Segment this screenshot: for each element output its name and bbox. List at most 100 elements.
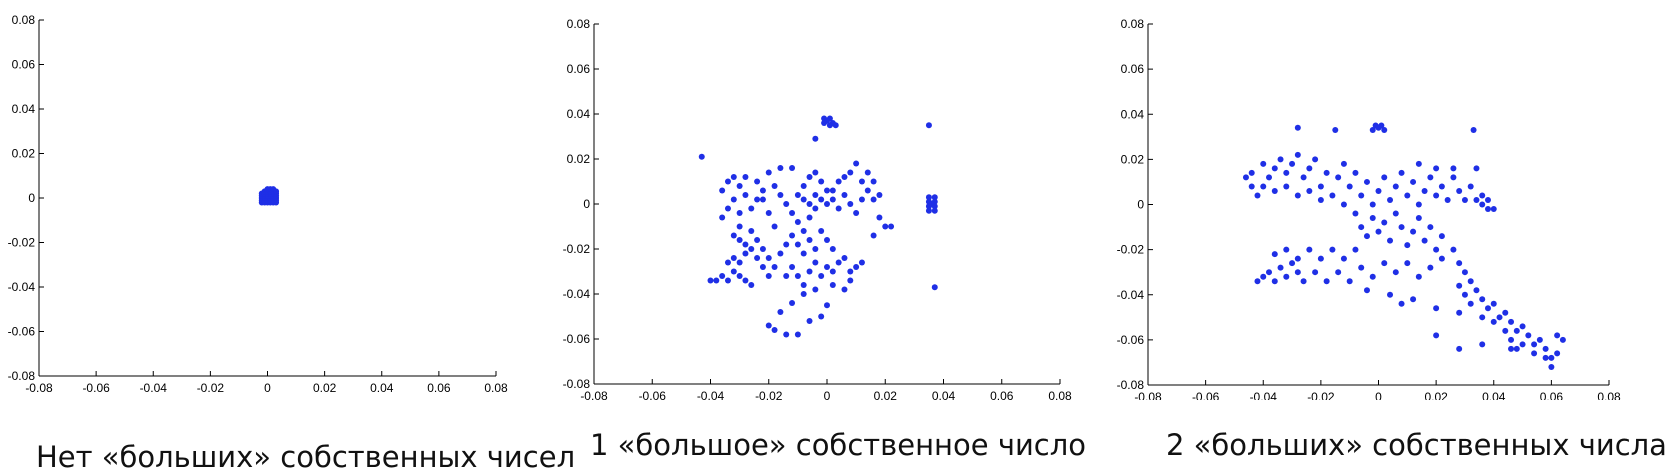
data-point: [812, 259, 819, 266]
data-point: [1312, 156, 1319, 163]
data-point: [1271, 187, 1278, 194]
data-point: [1254, 278, 1261, 285]
data-point: [1332, 127, 1339, 134]
data-point: [1283, 169, 1290, 176]
data-point: [777, 309, 784, 315]
data-point: [1271, 278, 1278, 285]
data-point: [1317, 255, 1324, 262]
scatter-points: [258, 186, 280, 206]
data-point: [829, 187, 836, 194]
x-tick-label: -0.08: [25, 381, 53, 395]
data-point: [1433, 332, 1440, 339]
data-point: [1363, 287, 1370, 294]
data-point: [829, 196, 836, 203]
data-point: [864, 169, 871, 176]
data-point: [1375, 124, 1382, 131]
data-point: [783, 201, 790, 207]
data-point: [1398, 300, 1405, 307]
data-point: [800, 282, 807, 288]
data-point: [1542, 354, 1549, 361]
data-point: [1450, 165, 1457, 172]
y-tick-label: -0.06: [1117, 333, 1145, 347]
data-point: [1392, 183, 1399, 190]
data-point: [1358, 224, 1365, 231]
data-point: [1369, 215, 1376, 222]
data-point: [858, 259, 865, 266]
data-point: [1248, 183, 1255, 190]
x-tick-label: 0.06: [1540, 390, 1564, 400]
data-point: [1531, 341, 1538, 348]
data-point: [783, 273, 790, 279]
data-point: [1525, 332, 1532, 339]
y-tick-label: -0.02: [1117, 243, 1145, 257]
data-point: [789, 165, 796, 171]
data-point: [847, 169, 854, 176]
data-point: [789, 264, 796, 270]
data-point: [1427, 264, 1434, 271]
data-point: [818, 178, 825, 185]
data-point: [1381, 260, 1388, 267]
data-point: [736, 223, 743, 230]
data-point: [1531, 350, 1538, 357]
data-point: [1456, 282, 1463, 289]
data-point: [1306, 187, 1313, 194]
data-point: [1470, 127, 1477, 134]
y-tick-label: 0.04: [1121, 107, 1145, 121]
data-point: [771, 223, 778, 230]
data-point: [1433, 305, 1440, 312]
data-point: [736, 259, 743, 266]
data-point: [1387, 291, 1394, 298]
data-point: [1554, 350, 1561, 357]
data-point: [1473, 165, 1480, 172]
data-point: [931, 207, 938, 214]
data-point: [1484, 196, 1491, 203]
data-point: [841, 255, 848, 261]
data-point: [742, 250, 749, 257]
x-tick-label: -0.06: [1192, 390, 1220, 400]
data-point: [1484, 206, 1491, 213]
data-point: [1415, 160, 1422, 167]
data-point: [1329, 246, 1336, 253]
data-point: [1502, 309, 1509, 316]
data-point: [264, 186, 271, 193]
data-point: [1271, 251, 1278, 258]
data-point: [273, 188, 280, 195]
data-point: [730, 232, 737, 239]
data-point: [812, 205, 819, 212]
data-point: [928, 201, 935, 207]
data-point: [754, 178, 761, 185]
y-tick-label: 0.06: [567, 62, 591, 76]
data-point: [841, 192, 848, 198]
x-tick-label: -0.08: [1134, 390, 1162, 400]
data-point: [759, 187, 766, 194]
data-point: [853, 160, 860, 167]
data-point: [759, 246, 766, 252]
data-point: [1317, 196, 1324, 203]
y-tick-label: 0: [28, 191, 35, 205]
data-point: [1392, 269, 1399, 276]
data-point: [736, 237, 743, 243]
data-point: [1300, 278, 1307, 285]
data-point: [1404, 260, 1411, 267]
x-tick-label: -0.02: [1307, 390, 1335, 400]
data-point: [1248, 169, 1255, 176]
data-point: [1271, 165, 1278, 172]
data-point: [1410, 228, 1417, 235]
y-tick-label: -0.02: [8, 236, 36, 250]
data-point: [1358, 264, 1365, 271]
data-point: [1479, 201, 1486, 208]
y-tick-label: 0.04: [12, 102, 36, 116]
data-point: [1415, 215, 1422, 222]
data-point: [1277, 156, 1284, 163]
data-point: [1404, 192, 1411, 199]
data-point: [794, 331, 801, 338]
x-tick-label: 0.02: [313, 381, 337, 395]
data-point: [1340, 160, 1347, 167]
data-point: [1484, 305, 1491, 312]
data-point: [806, 237, 813, 243]
data-point: [765, 322, 772, 329]
y-tick-label: -0.08: [1117, 378, 1145, 392]
data-point: [1508, 345, 1515, 352]
data-point: [1433, 165, 1440, 172]
data-point: [812, 286, 819, 293]
